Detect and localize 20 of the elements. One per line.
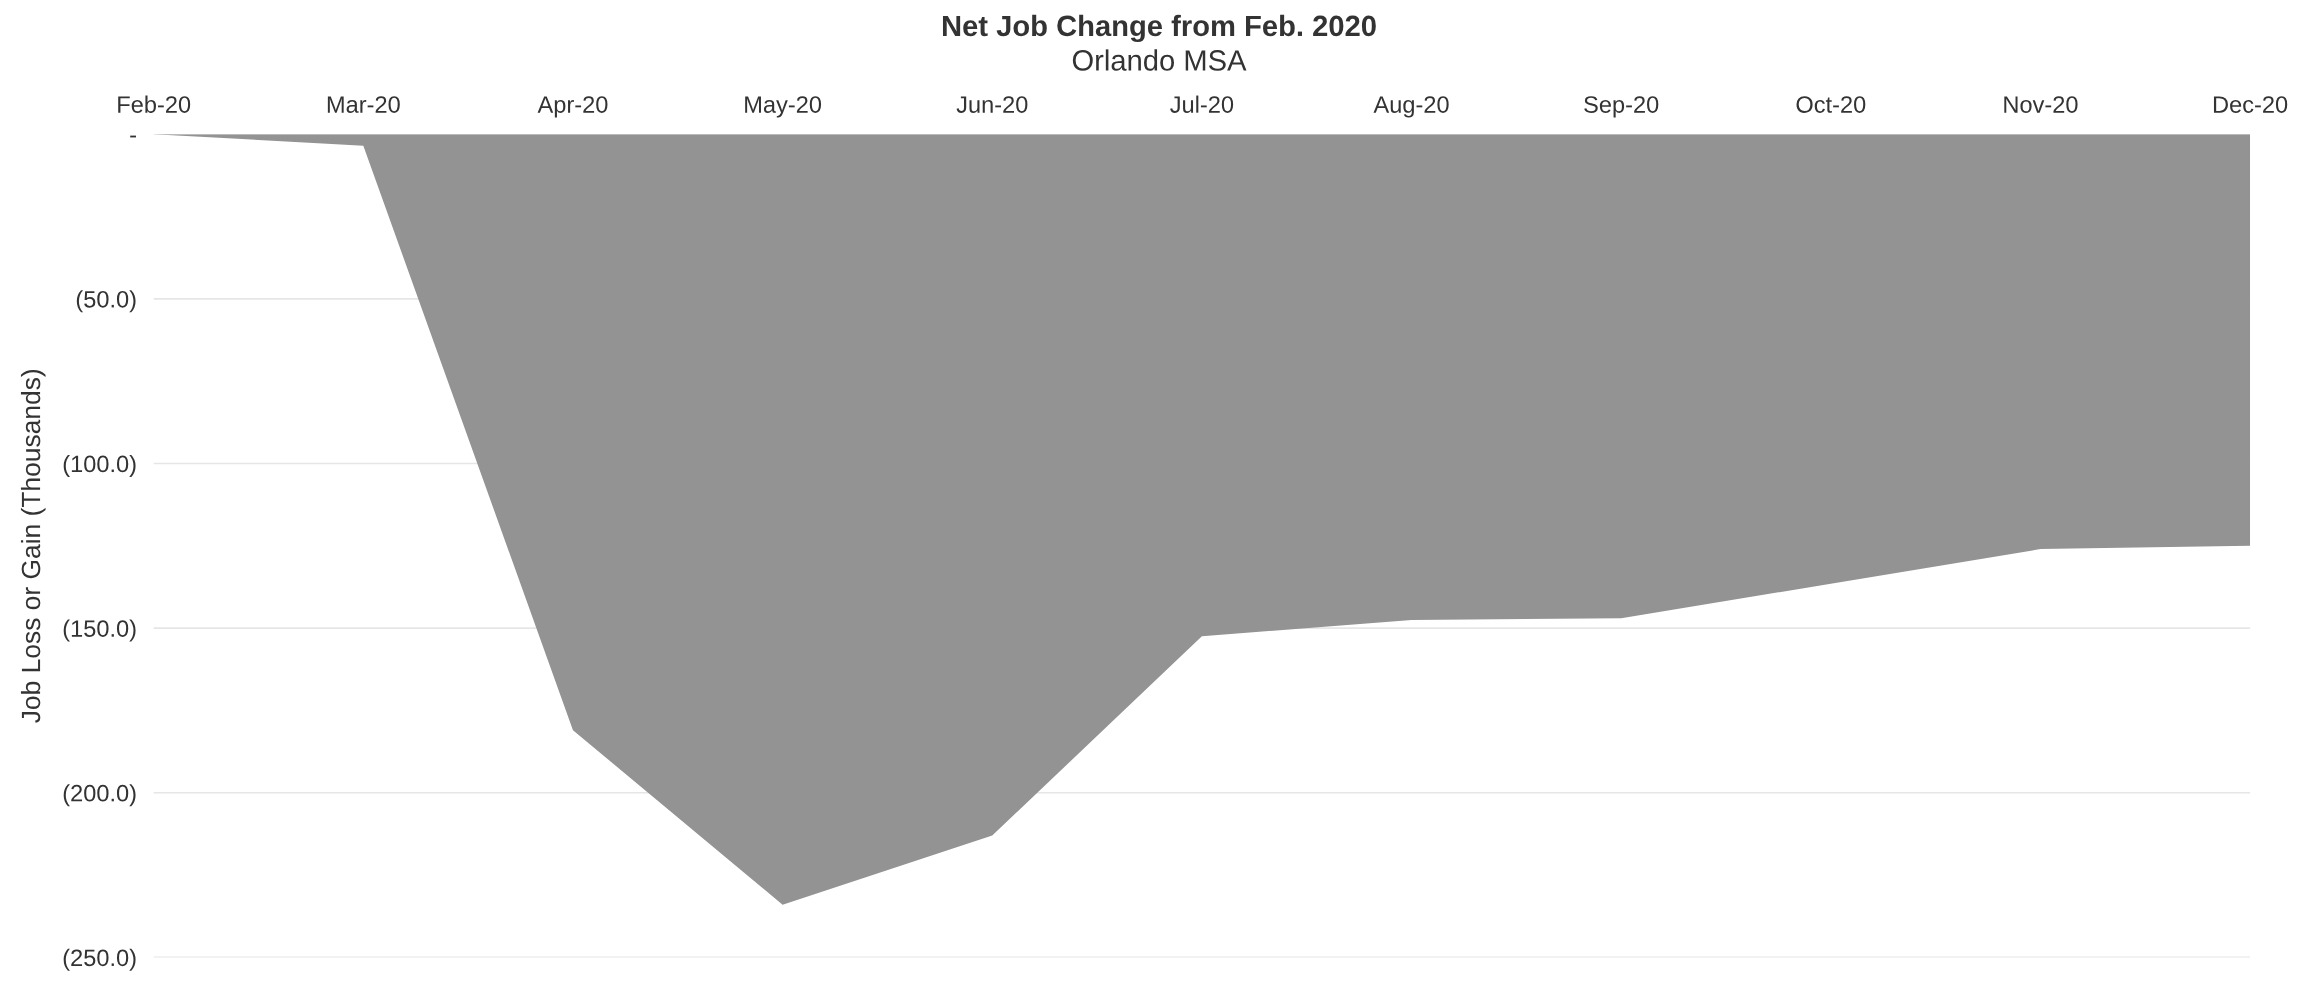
x-tick-label: Nov-20 [2004, 96, 2078, 113]
chart-title: Net Job Change from Feb. 2020 [942, 14, 1376, 43]
x-tick-label: Jul-20 [1170, 95, 1234, 113]
x-tick-label: Mar-20 [327, 96, 400, 113]
x-tick-label: Jun-20 [956, 96, 1028, 113]
y-axis-title: Job Loss or Gain (Thousands) [20, 369, 46, 723]
x-tick-label: Feb-20 [118, 95, 191, 113]
x-tick-label: Dec-20 [2213, 96, 2288, 113]
x-tick-label: Sep-20 [1584, 96, 1659, 118]
y-tick-label: (100.0) [63, 454, 136, 477]
y-tick-label: (150.0) [63, 619, 136, 642]
chart-subtitle: Orlando MSA [1072, 49, 1247, 71]
x-tick-label: Apr-20 [537, 96, 608, 118]
x-tick-label: May-20 [745, 96, 822, 118]
y-tick-label: (50.0) [76, 290, 136, 313]
y-tick-label: (250.0) [63, 948, 136, 971]
y-tick-label: - [130, 135, 136, 138]
x-tick-label: Oct-20 [1796, 96, 1866, 113]
x-tick-label: Aug-20 [1373, 96, 1449, 118]
y-tick-label: (200.0) [63, 784, 136, 807]
